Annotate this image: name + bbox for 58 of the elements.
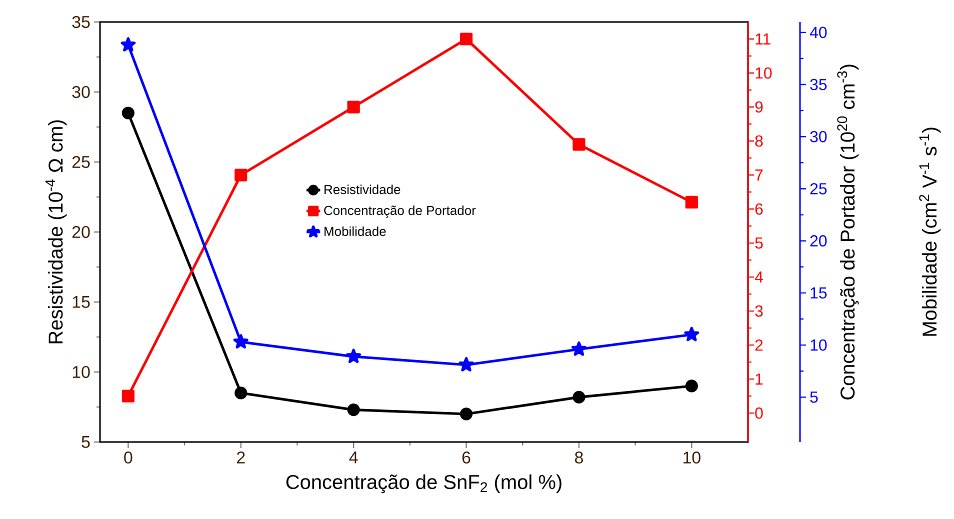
point [347, 403, 360, 416]
x-tick-label: 6 [462, 452, 470, 464]
y2-tick-label: 1 [756, 374, 763, 385]
point [347, 100, 360, 114]
y3-axis-title: Mobilidade (cm$^{2}$ V$^{-1}$ s$^{-1}$) [919, 128, 941, 336]
y2-tick-label: 6 [755, 203, 763, 215]
point [122, 390, 134, 402]
point [684, 326, 700, 342]
x-tick-label: 4 [349, 452, 358, 464]
y-axis-title: Resistividade (10$^{-4}$ Ω cm) [45, 120, 67, 344]
x-tick-label: 0 [124, 452, 132, 464]
legend-label: Resistividade [324, 184, 400, 194]
y2-tick-label: 10 [756, 67, 772, 79]
y2-tick-label: 4 [754, 272, 763, 283]
x-tick-label: 8 [574, 452, 583, 464]
y2-tick-label: 2 [755, 339, 763, 351]
y3-tick-label: 5 [810, 392, 818, 403]
y-tick-label: 15 [72, 296, 90, 308]
y2-tick-label: 5 [755, 237, 763, 249]
y3-tick-label: 30 [810, 130, 827, 142]
point [458, 357, 474, 372]
y2-tick-label: 0 [755, 407, 763, 419]
point [571, 341, 586, 356]
point [346, 348, 362, 364]
y3-tick-label: 15 [810, 287, 827, 299]
y3-tick-label: 40 [810, 26, 827, 38]
x-axis-title: Concentração de SnF$_{2}$ (mol %) [286, 474, 562, 494]
point [460, 408, 473, 420]
y2-axis-title: Concentração de Portador (10$^{20}$ cm$^{-3}$) [837, 64, 859, 400]
y2-tick-label: 3 [755, 305, 763, 317]
legend-label: Mobilidade [324, 226, 386, 236]
y2-tick-label: 7 [755, 170, 763, 181]
point [122, 106, 134, 120]
y-tick-label: 5 [82, 436, 90, 448]
y-tick-label: 10 [72, 366, 90, 378]
y-tick-label: 35 [72, 16, 90, 28]
x-tick-label: 2 [237, 452, 245, 464]
point [120, 37, 136, 52]
point [233, 334, 248, 348]
y3-tick-label: 25 [810, 183, 827, 194]
point [572, 390, 586, 404]
y-tick-label: 30 [72, 86, 90, 98]
y3-tick-label: 20 [810, 235, 827, 247]
point [685, 196, 698, 209]
point [234, 168, 248, 182]
y2-tick-label: 11 [756, 33, 770, 44]
y-tick-label: 20 [72, 226, 90, 238]
point [460, 32, 473, 46]
y-tick-label: 25 [72, 156, 90, 168]
point [234, 386, 248, 400]
legend-label: Concentração de Portador [324, 206, 476, 218]
point [572, 138, 586, 151]
y3-tick-label: 10 [810, 339, 827, 351]
x-tick-label: 10 [684, 452, 700, 464]
y3-tick-label: 35 [810, 78, 827, 90]
y2-tick-label: 9 [755, 101, 763, 113]
y2-tick-label: 8 [755, 135, 763, 147]
point [685, 380, 698, 392]
